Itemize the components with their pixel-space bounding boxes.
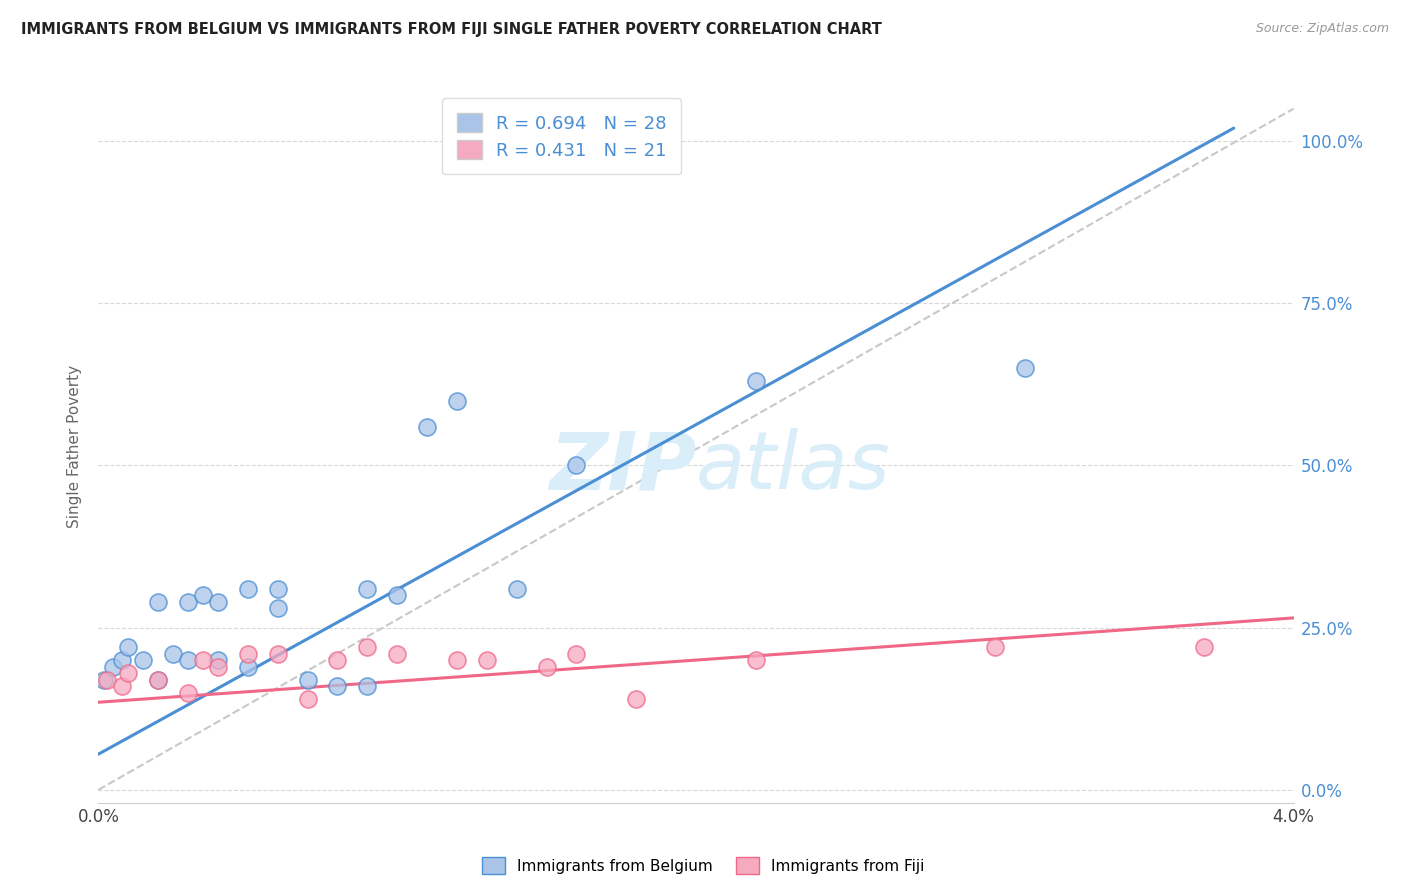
Point — [446, 393, 468, 408]
Point — [117, 640, 139, 654]
Point — [385, 647, 409, 661]
Point — [385, 588, 409, 602]
Point — [1014, 361, 1036, 376]
Point — [446, 653, 468, 667]
Point — [207, 653, 229, 667]
Point — [983, 640, 1005, 654]
Point — [297, 692, 319, 706]
Point — [177, 595, 200, 609]
Point — [267, 582, 290, 596]
Point — [177, 685, 200, 699]
Point — [177, 653, 200, 667]
Point — [117, 666, 139, 681]
Point — [356, 679, 378, 693]
Point — [207, 595, 229, 609]
Point — [148, 673, 170, 687]
Point — [356, 582, 378, 596]
Point — [111, 653, 134, 667]
Point — [565, 458, 588, 473]
Point — [506, 582, 529, 596]
Point — [356, 640, 378, 654]
Legend: R = 0.694   N = 28, R = 0.431   N = 21: R = 0.694 N = 28, R = 0.431 N = 21 — [441, 98, 681, 174]
Point — [207, 659, 229, 673]
Point — [103, 659, 125, 673]
Point — [191, 588, 214, 602]
Point — [132, 653, 155, 667]
Point — [624, 692, 647, 706]
Point — [565, 647, 588, 661]
Point — [236, 582, 259, 596]
Point — [236, 659, 259, 673]
Legend: Immigrants from Belgium, Immigrants from Fiji: Immigrants from Belgium, Immigrants from… — [475, 851, 931, 880]
Point — [96, 673, 118, 687]
Point — [267, 647, 290, 661]
Point — [93, 673, 115, 687]
Point — [475, 653, 498, 667]
Point — [162, 647, 184, 661]
Point — [326, 653, 349, 667]
Y-axis label: Single Father Poverty: Single Father Poverty — [67, 365, 83, 527]
Text: atlas: atlas — [696, 428, 891, 507]
Point — [1192, 640, 1215, 654]
Point — [191, 653, 214, 667]
Point — [416, 419, 439, 434]
Point — [297, 673, 319, 687]
Point — [745, 374, 768, 388]
Text: ZIP: ZIP — [548, 428, 696, 507]
Text: Source: ZipAtlas.com: Source: ZipAtlas.com — [1256, 22, 1389, 36]
Point — [148, 595, 170, 609]
Point — [111, 679, 134, 693]
Point — [267, 601, 290, 615]
Point — [326, 679, 349, 693]
Point — [745, 653, 768, 667]
Point — [148, 673, 170, 687]
Point — [236, 647, 259, 661]
Point — [536, 659, 558, 673]
Text: IMMIGRANTS FROM BELGIUM VS IMMIGRANTS FROM FIJI SINGLE FATHER POVERTY CORRELATIO: IMMIGRANTS FROM BELGIUM VS IMMIGRANTS FR… — [21, 22, 882, 37]
